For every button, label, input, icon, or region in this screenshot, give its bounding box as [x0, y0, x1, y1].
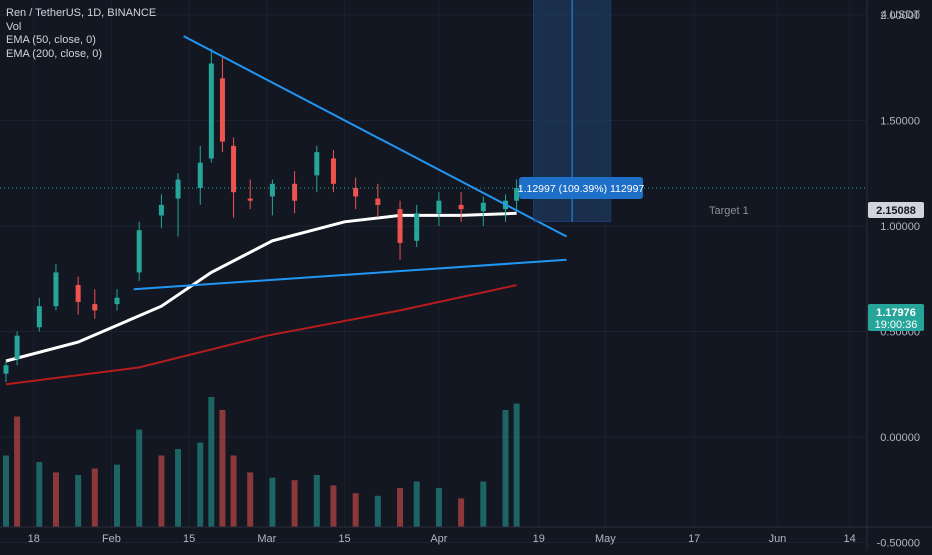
volume-bar	[330, 485, 337, 527]
volume-bar	[219, 410, 226, 527]
measure-label: 1.12997 (109.39%) 112997	[518, 183, 645, 195]
price-tick-label: 1.00000	[880, 221, 920, 233]
candle-body	[114, 297, 120, 305]
candle-body	[314, 152, 320, 176]
chart-legend: Ren / TetherUS, 1D, BINANCE Vol EMA (50,…	[6, 7, 156, 61]
volume-bar	[208, 397, 215, 527]
target-label: Target 1	[709, 205, 749, 217]
volume-bar	[36, 462, 43, 527]
candle-body	[219, 78, 225, 142]
candles	[3, 48, 520, 383]
volume-bar	[269, 477, 276, 527]
last-price-value: 1.17976	[876, 307, 916, 319]
candle-body	[458, 204, 464, 210]
time-axis[interactable]: 18 Feb 15 Mar 15 Apr 19 May 17 Jun 14	[28, 533, 856, 545]
candle-body	[158, 204, 164, 216]
candle-body	[36, 306, 42, 328]
grid	[0, 0, 867, 543]
volume-bar	[502, 410, 509, 527]
time-tick-label: 15	[183, 533, 195, 545]
price-tick-label: 0.00000	[880, 432, 920, 444]
volume-bar	[352, 493, 359, 527]
ema200-line	[5, 284, 517, 386]
volume-bar	[3, 455, 9, 527]
ema50-line	[5, 211, 517, 363]
volume-bar	[413, 481, 420, 527]
target-price-value: 2.15088	[876, 205, 916, 217]
volume-bar	[114, 464, 120, 527]
price-tick-label: 1.50000	[880, 116, 920, 128]
price-tick-label: 2.00000	[880, 10, 920, 22]
volume-bar	[136, 429, 143, 527]
candle-body	[3, 365, 9, 374]
volume-bar	[230, 455, 237, 527]
volume-bar	[480, 481, 487, 527]
volume-bar	[513, 403, 520, 527]
time-tick-label: Mar	[257, 533, 276, 545]
volume-bar	[14, 416, 21, 527]
volume-bar	[52, 472, 59, 527]
volume-bar	[291, 480, 298, 527]
candle-body	[414, 213, 420, 241]
volume-bar	[374, 495, 381, 527]
price-axis[interactable]: 4 USDT 3.500003.000002.500002.000001.500…	[877, 0, 921, 550]
candle-body	[53, 272, 59, 307]
candle-body	[175, 179, 181, 199]
candle-body	[75, 285, 81, 302]
candle-body	[436, 200, 442, 214]
candle-body	[480, 202, 486, 212]
symbol-line[interactable]: Ren / TetherUS, 1D, BINANCE	[6, 7, 157, 19]
candle-body	[397, 209, 403, 243]
price-axis-top-label: 4 USDT	[881, 9, 920, 21]
time-tick-label: Jun	[769, 533, 787, 545]
time-tick-label: 14	[843, 533, 855, 545]
candle-body	[514, 188, 520, 201]
candle-body	[92, 304, 98, 311]
candle-body	[330, 158, 336, 184]
time-tick-label: 15	[338, 533, 350, 545]
descending-trendline[interactable]	[183, 35, 568, 238]
volume-bar	[75, 475, 82, 527]
candle-body	[231, 145, 237, 193]
target-price-badge	[868, 202, 924, 218]
candle-body	[269, 183, 275, 197]
volume-bar	[435, 488, 442, 527]
last-price-badge	[868, 304, 924, 331]
time-tick-label: May	[595, 533, 616, 545]
candle-body	[14, 335, 20, 359]
volume-bar	[313, 475, 320, 527]
volume-bar	[91, 468, 98, 527]
time-tick-label: 17	[688, 533, 700, 545]
volume-bars	[3, 397, 520, 527]
measure-label-box	[519, 177, 643, 199]
candle-body	[197, 162, 203, 189]
vol-indicator-label[interactable]: Vol	[6, 20, 22, 33]
time-tick-label: Apr	[430, 533, 447, 545]
time-tick-label: Feb	[102, 533, 121, 545]
volume-bar	[158, 455, 165, 527]
candle-body	[208, 63, 214, 159]
time-tick-label: 18	[28, 533, 40, 545]
candle-body	[247, 198, 253, 201]
volume-bar	[247, 472, 254, 527]
indicator-lines	[5, 211, 517, 386]
time-tick-label: 19	[533, 533, 545, 545]
candle-body	[375, 198, 381, 205]
volume-bar	[175, 449, 182, 527]
bar-countdown: 19:00:36	[875, 319, 918, 331]
volume-bar	[458, 498, 465, 527]
ema200-indicator-label[interactable]: EMA (200, close, 0)	[6, 47, 102, 60]
ascending-trendline[interactable]	[133, 258, 567, 291]
candle-body	[353, 188, 359, 197]
candle-body	[292, 183, 298, 201]
price-tick-label: -0.50000	[877, 538, 920, 550]
volume-bar	[197, 442, 204, 527]
candle-body	[136, 230, 142, 273]
volume-bar	[397, 488, 404, 527]
ema50-indicator-label[interactable]: EMA (50, close, 0)	[6, 34, 96, 46]
